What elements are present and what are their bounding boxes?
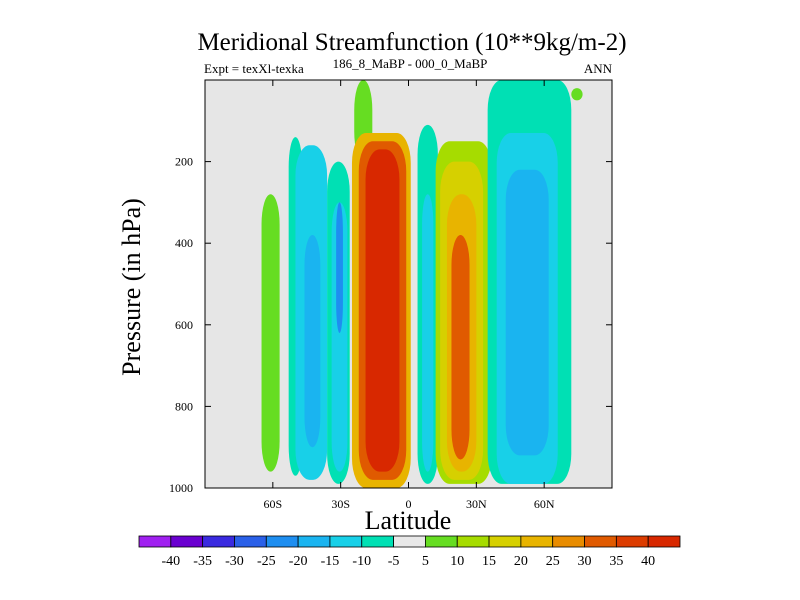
colorbar-swatch (361, 535, 394, 548)
contour-region-22 (571, 88, 583, 101)
colorbar-label: 25 (546, 554, 560, 569)
colorbar-swatch (329, 535, 363, 548)
colorbar-swatch (425, 535, 458, 548)
left-label: Expt = texXl-texka (204, 61, 304, 76)
x-tick-label: 30N (466, 497, 487, 511)
colorbar-swatch (488, 535, 522, 548)
contour-region-1 (261, 194, 280, 472)
right-label: ANN (584, 61, 613, 76)
chart-title: Meridional Streamfunction (10**9kg/m-2) (197, 29, 626, 56)
x-tick-label: 30S (331, 497, 350, 511)
x-tick-label: 0 (406, 497, 412, 511)
colorbar-label: 5 (422, 554, 429, 569)
x-axis-label: Latitude (365, 506, 452, 535)
contour-region-7 (336, 202, 343, 333)
colorbar-swatch (456, 535, 490, 548)
colorbar-label: -5 (388, 554, 400, 569)
colorbar-label: 30 (578, 554, 592, 569)
y-tick-label: 1000 (169, 481, 193, 495)
colorbar-swatch (520, 535, 554, 548)
colorbar-swatch (393, 535, 426, 548)
colorbar-label: 15 (482, 554, 496, 569)
colorbar-swatch (297, 535, 331, 548)
y-tick-label: 600 (175, 318, 193, 332)
plot-area (204, 79, 613, 489)
colorbar-label: 35 (609, 554, 623, 569)
colorbar-label: 40 (641, 554, 655, 569)
colorbar-swatch (234, 535, 267, 548)
y-tick-label: 400 (175, 236, 193, 250)
colorbar-swatch (647, 535, 681, 548)
colorbar-label: -10 (352, 554, 371, 569)
colorbar-label: -20 (289, 554, 308, 569)
colorbar-swatch (615, 535, 649, 548)
y-axis-label: Pressure (in hPa) (117, 198, 146, 376)
contour-region-13 (422, 194, 434, 472)
colorbar-swatch (202, 535, 235, 548)
colorbar-swatch (138, 535, 172, 548)
contour-region-21 (512, 243, 529, 427)
contour-fills (261, 80, 583, 489)
colorbar-swatch (584, 535, 617, 548)
contour-region-11 (365, 149, 400, 472)
colorbar-swatch (170, 535, 204, 548)
y-axis: 200 400 600 800 1000 (169, 155, 612, 495)
y-tick-label: 200 (175, 155, 193, 169)
colorbar: -40 -35 -30 -25 -20 -15 -10 -5 5 10 15 20 25 30 35 40 (138, 535, 681, 569)
colorbar-label: -25 (257, 554, 276, 569)
center-label: 186_8_MaBP - 000_0_MaBP (333, 56, 488, 71)
colorbar-label: -15 (321, 554, 340, 569)
x-tick-label: 60N (534, 497, 555, 511)
colorbar-label: 10 (450, 554, 464, 569)
colorbar-label: 20 (514, 554, 528, 569)
contour-region-4 (304, 235, 321, 448)
colorbar-label: -40 (161, 554, 180, 569)
colorbar-swatch (265, 535, 299, 548)
contour-region-6 (331, 202, 348, 472)
y-tick-label: 800 (175, 399, 193, 413)
colorbar-label: -30 (225, 554, 244, 569)
x-axis: 60S 30S 0 30N 60N (263, 80, 555, 511)
contour-region-17 (451, 235, 470, 460)
colorbar-swatch (552, 535, 585, 548)
x-tick-label: 60S (263, 497, 282, 511)
colorbar-label: -35 (193, 554, 212, 569)
